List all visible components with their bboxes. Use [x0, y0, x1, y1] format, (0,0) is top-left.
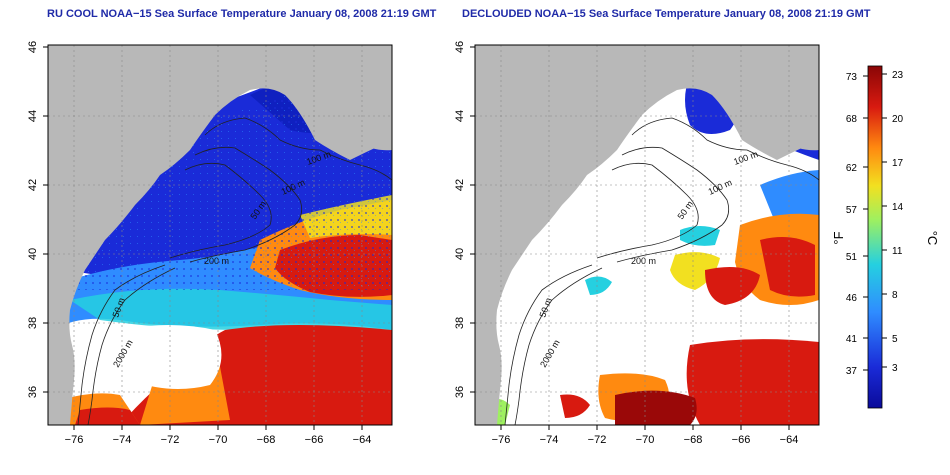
lat-tick-label: 40 [27, 248, 39, 260]
lon-tick-label: −70 [636, 434, 655, 446]
map-frame-left [47, 44, 393, 426]
lon-tick-label: −64 [353, 434, 372, 446]
left-map-panel: 100 m 100 m 50 m 200 m 2000 m 50 m − [27, 41, 393, 446]
lon-tick-label: −66 [732, 434, 751, 446]
lat-tick-label: 46 [454, 41, 466, 53]
celsius-tick: 20 [892, 114, 904, 125]
scotian-coast-land [767, 110, 819, 151]
lon-tick-label: −74 [113, 434, 132, 446]
lat-tick-label: 38 [454, 317, 466, 329]
graticule-left [48, 45, 392, 425]
lon-tick-label: −70 [209, 434, 228, 446]
lat-tick-label: 44 [454, 110, 466, 122]
land-right [475, 45, 819, 425]
fahrenheit-tick: 41 [846, 334, 858, 345]
lat-tick-label: 42 [27, 179, 39, 191]
lat-tick-label: 42 [454, 179, 466, 191]
scotian-coast-land [340, 110, 392, 151]
temperature-colorbar: 37 41 46 51 57 62 68 73 3 5 8 11 14 17 2… [831, 65, 940, 409]
fahrenheit-tick: 62 [846, 163, 858, 174]
celsius-tick: 23 [892, 70, 904, 81]
nova-scotia-land [757, 64, 819, 95]
colorbar-gradient [867, 65, 883, 409]
celsius-tick: 17 [892, 158, 904, 169]
celsius-tick: 5 [892, 334, 898, 345]
map-frame-right [474, 44, 820, 426]
lat-tick-label: 44 [27, 110, 39, 122]
fahrenheit-tick: 68 [846, 114, 858, 125]
fahrenheit-tick: 51 [846, 252, 858, 263]
lon-tick-label: −68 [257, 434, 276, 446]
lon-tick-label: −76 [65, 434, 84, 446]
celsius-unit-label: °C [925, 231, 940, 246]
lat-tick-label: 46 [27, 41, 39, 53]
celsius-tick: 3 [892, 363, 898, 374]
fahrenheit-tick: 57 [846, 205, 858, 216]
lon-tick-label: −68 [684, 434, 703, 446]
land-left [48, 45, 392, 425]
celsius-tick: 11 [892, 246, 903, 257]
lon-tick-label: −72 [161, 434, 180, 446]
right-map-title: DECLOUDED NOAA−15 Sea Surface Temperatur… [462, 8, 871, 20]
right-map-panel: 100 m 100 m 50 m 200 m 2000 m 50 m −76 − [454, 41, 820, 446]
celsius-tick: 8 [892, 290, 898, 301]
contour-label: 200 m [631, 256, 656, 266]
lat-tick-label: 36 [454, 386, 466, 398]
bathymetry-contours-right [504, 117, 819, 425]
lat-tick-label: 36 [27, 386, 39, 398]
lon-tick-label: −74 [540, 434, 559, 446]
lon-tick-label: −72 [588, 434, 607, 446]
lat-tick-label: 40 [454, 248, 466, 260]
lon-tick-label: −76 [492, 434, 511, 446]
lon-tick-label: −66 [305, 434, 324, 446]
lon-tick-label: −64 [780, 434, 799, 446]
lat-tick-label: 38 [27, 317, 39, 329]
fahrenheit-tick: 37 [846, 366, 858, 377]
fahrenheit-tick: 73 [846, 72, 858, 83]
bathymetry-contours-left [77, 117, 392, 425]
contour-label: 200 m [204, 256, 229, 266]
fahrenheit-unit-label: °F [831, 231, 846, 244]
fahrenheit-tick: 46 [846, 293, 858, 304]
left-map-title: RU COOL NOAA−15 Sea Surface Temperature … [47, 8, 437, 20]
graticule-right [475, 45, 819, 425]
nova-scotia-land [330, 64, 392, 95]
celsius-tick: 14 [892, 202, 904, 213]
